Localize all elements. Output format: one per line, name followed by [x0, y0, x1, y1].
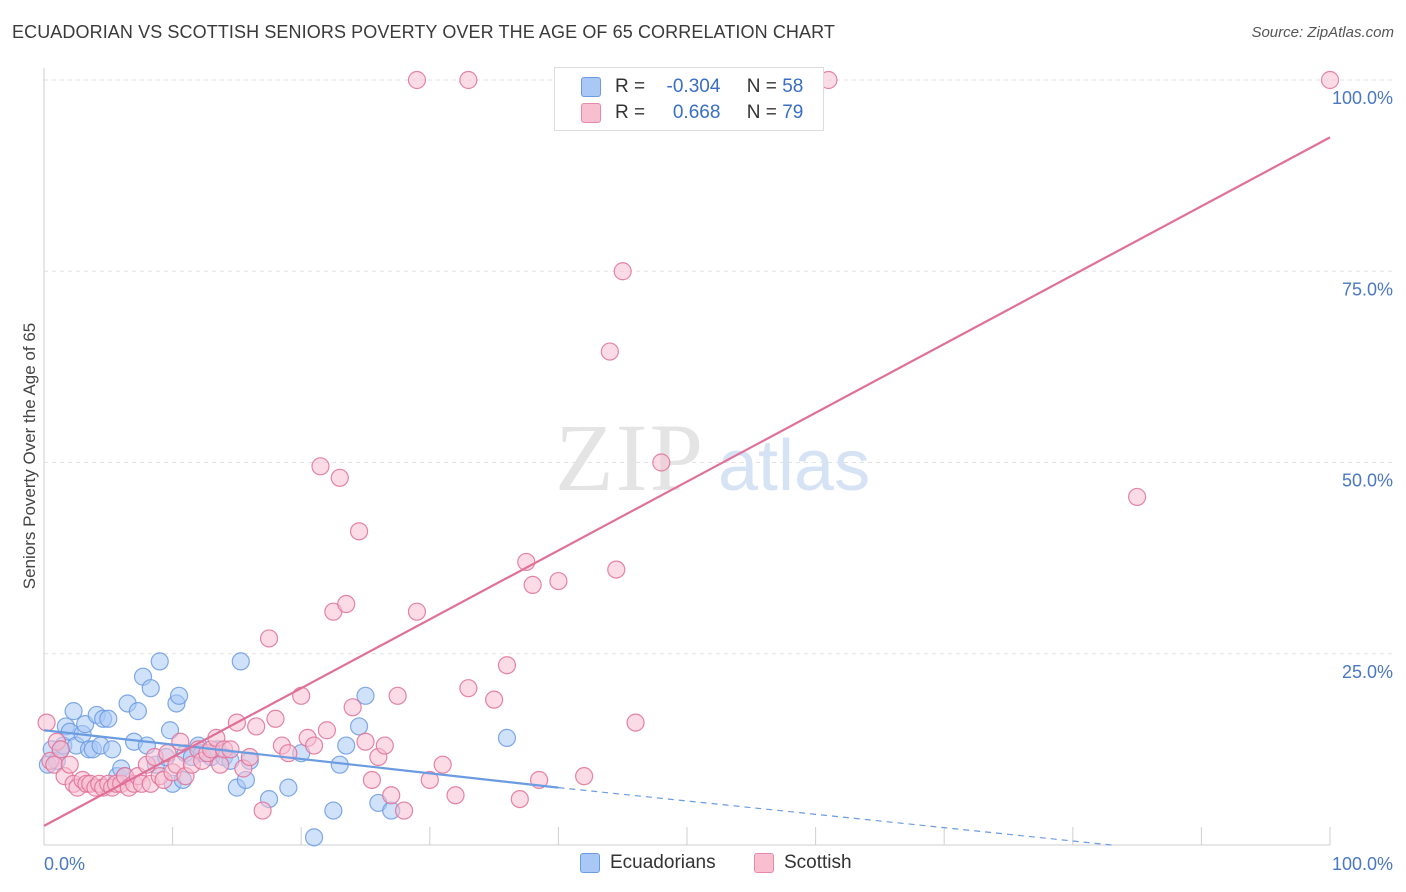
legend-swatch-ecuadorians — [581, 77, 601, 97]
point-scottish — [304, 736, 324, 755]
point-scottish — [407, 70, 427, 90]
point-scottish — [51, 740, 70, 759]
point-ecuadorians — [103, 740, 122, 759]
point-scottish — [446, 786, 465, 805]
point-scottish — [420, 770, 439, 790]
point-ecuadorians — [64, 702, 83, 721]
point-scottish — [497, 656, 517, 675]
x-tick-label: 100.0% — [1332, 854, 1393, 874]
point-scottish — [375, 736, 394, 755]
point-ecuadorians — [231, 652, 250, 671]
trendlines-layer — [43, 136, 1331, 846]
legend-r-value: -0.304 — [666, 76, 721, 97]
point-scottish — [349, 522, 369, 541]
x-tick-label: 0.0% — [44, 854, 85, 874]
bottom-swatch-scottish — [754, 853, 774, 873]
legend-r-label: R = — [615, 102, 646, 123]
point-ecuadorians — [150, 652, 169, 671]
trendline-ecuadorians — [43, 729, 559, 789]
point-ecuadorians — [141, 679, 160, 698]
point-scottish — [266, 709, 285, 728]
point-scottish — [523, 575, 542, 595]
point-scottish — [510, 789, 529, 809]
trendline-extension-ecuadorians — [558, 787, 1112, 846]
point-scottish — [211, 755, 230, 774]
point-scottish — [600, 342, 619, 361]
gridlines — [44, 79, 1392, 655]
bottom-legend-label: Ecuadorians — [610, 852, 716, 873]
point-scottish — [337, 594, 356, 614]
legend-n-label: N = — [746, 102, 777, 123]
point-ecuadorians — [169, 686, 189, 705]
watermark-zip: ZIP — [555, 404, 705, 511]
source-label: Source: ZipAtlas.com — [1251, 24, 1394, 41]
point-scottish — [626, 713, 645, 732]
point-scottish — [240, 747, 259, 767]
point-ecuadorians — [356, 686, 375, 705]
bottom-swatch-ecuadorians — [580, 853, 600, 873]
trendline-scottish — [43, 136, 1331, 827]
point-scottish — [60, 755, 79, 774]
point-scottish — [171, 732, 190, 751]
point-ecuadorians — [337, 736, 356, 755]
correlation-legend: R = -0.304 N = 58 R = 0.668 N = 79 — [554, 67, 824, 131]
watermark-atlas: atlas — [718, 426, 870, 506]
points-layer — [37, 70, 1340, 847]
chart-title: ECUADORIAN VS SCOTTISH SENIORS POVERTY O… — [12, 22, 836, 42]
legend-r-label: R = — [615, 76, 646, 97]
legend-n-value: 79 — [782, 102, 804, 123]
point-scottish — [549, 571, 568, 591]
point-scottish — [362, 770, 382, 790]
point-scottish — [613, 262, 632, 281]
legend-row-scottish: R = 0.668 N = 79 — [581, 100, 803, 126]
bottom-legend-label: Scottish — [784, 852, 852, 873]
point-scottish — [485, 690, 504, 709]
point-scottish — [247, 717, 266, 736]
legend-row-ecuadorians: R = -0.304 N = 58 — [581, 74, 803, 100]
point-scottish — [292, 686, 311, 705]
point-scottish — [311, 457, 330, 476]
point-scottish — [394, 801, 414, 820]
bottom-legend-ecuadorians: Ecuadorians — [580, 852, 716, 874]
point-ecuadorians — [128, 702, 147, 721]
point-scottish — [259, 629, 279, 648]
y-tick-label: 75.0% — [1342, 279, 1393, 299]
point-scottish — [330, 468, 349, 487]
point-scottish — [459, 679, 478, 698]
point-scottish — [652, 453, 671, 472]
bottom-legend-scottish: Scottish — [754, 852, 852, 874]
point-scottish — [382, 786, 401, 805]
point-ecuadorians — [279, 778, 298, 797]
point-scottish — [575, 767, 594, 786]
y-axis-label: Seniors Poverty Over the Age of 65 — [20, 323, 39, 589]
point-ecuadorians — [349, 717, 369, 736]
tick-labels: 25.0% 50.0% 75.0% 100.0% 0.0% 100.0% — [44, 88, 1393, 874]
point-ecuadorians — [99, 709, 118, 728]
point-scottish — [37, 713, 56, 732]
point-scottish — [356, 732, 375, 751]
point-scottish — [317, 721, 337, 740]
point-scottish — [1127, 487, 1147, 507]
y-tick-label: 100.0% — [1332, 88, 1393, 108]
point-ecuadorians — [160, 721, 180, 740]
point-scottish — [253, 801, 272, 820]
point-ecuadorians — [324, 801, 343, 820]
point-scottish — [433, 755, 452, 774]
legend-n-label: N = — [746, 76, 777, 97]
legend-n-value: 58 — [782, 76, 804, 97]
y-tick-label: 25.0% — [1342, 662, 1393, 682]
point-scottish — [607, 560, 626, 579]
point-scottish — [407, 602, 427, 621]
legend-r-value: 0.668 — [672, 102, 721, 123]
point-ecuadorians — [304, 828, 324, 847]
point-scottish — [1320, 70, 1340, 90]
point-scottish — [459, 70, 478, 90]
point-scottish — [388, 686, 407, 705]
legend-swatch-scottish — [581, 103, 601, 123]
point-scottish — [343, 698, 362, 717]
point-ecuadorians — [497, 728, 517, 748]
y-tick-label: 50.0% — [1342, 471, 1393, 491]
